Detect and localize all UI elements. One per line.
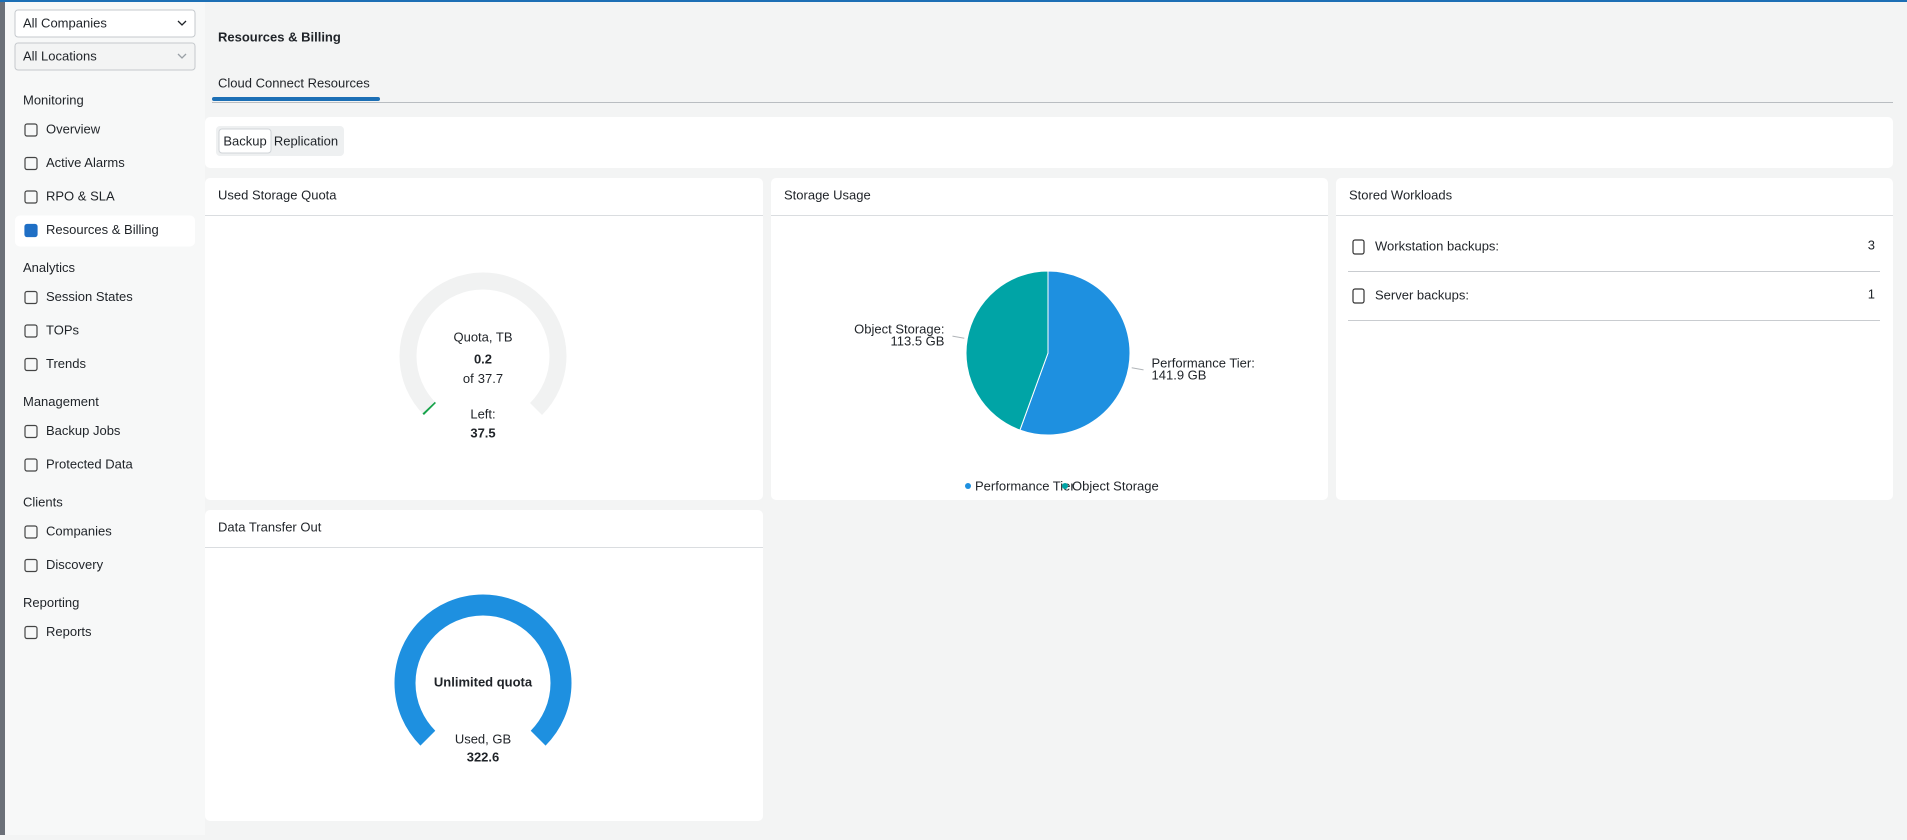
section-title: Clients <box>23 494 63 509</box>
pie-value-label: 113.5 GB <box>891 334 945 349</box>
card <box>1336 178 1893 500</box>
gauge-of-part: 37.7 <box>478 371 503 386</box>
legend-dot <box>1062 483 1068 489</box>
gauge-label: Unlimited quota <box>434 674 533 689</box>
nav-item[interactable]: Overview <box>46 121 101 136</box>
nav-icon <box>24 558 38 573</box>
gauge-left-label: Left: <box>470 406 495 421</box>
top-bar <box>0 0 1907 2</box>
row-icon <box>1352 239 1365 255</box>
row-label: Server backups: <box>1375 287 1469 302</box>
row-icon <box>1352 288 1365 304</box>
nav-icon <box>24 324 38 338</box>
active-item-bg <box>15 215 195 247</box>
section-title: Analytics <box>23 260 76 275</box>
gauge-ring <box>394 594 572 746</box>
pie-value-label: 141.9 GB <box>1152 367 1207 382</box>
card-title: Data Transfer Out <box>218 519 322 534</box>
section-title: Reporting <box>23 595 79 610</box>
row-value: 3 <box>1868 237 1875 252</box>
gauge-of: of 37.7 <box>463 371 503 386</box>
leader-line <box>1131 367 1144 371</box>
nav-item[interactable]: Active Alarms <box>46 155 125 170</box>
toolbar <box>205 117 1893 168</box>
nav-icon <box>24 424 38 439</box>
nav-icon <box>24 190 38 204</box>
nav-item[interactable]: Companies <box>46 523 112 538</box>
gauge-value <box>422 401 436 416</box>
tab-underline <box>212 97 380 101</box>
nav-item[interactable]: RPO & SLA <box>46 188 115 203</box>
sidebar <box>0 0 205 835</box>
toggle-option[interactable]: Backup <box>223 133 266 148</box>
nav-icon <box>24 458 38 472</box>
nav-item[interactable]: Protected Data <box>46 456 133 471</box>
window-edge <box>0 0 5 835</box>
tab[interactable]: Cloud Connect Resources <box>218 75 370 90</box>
select-text: All Locations <box>23 48 97 63</box>
select-text: All Companies <box>23 15 107 30</box>
nav-icon <box>24 525 38 539</box>
nav-item[interactable]: Resources & Billing <box>46 222 159 237</box>
leader-line <box>952 335 965 339</box>
pie-label: Performance Tier: <box>1152 355 1255 370</box>
nav-icon <box>24 123 38 137</box>
nav-icon <box>24 290 38 305</box>
pie-label: Object Storage: <box>854 322 944 337</box>
card-title: Stored Workloads <box>1349 187 1453 202</box>
card <box>205 510 763 821</box>
section-title: Management <box>23 394 99 409</box>
nav-item[interactable]: Trends <box>46 356 86 371</box>
legend-entry: Object Storage <box>1072 478 1159 493</box>
pie-slice <box>1019 270 1131 436</box>
gauge-of-part: of <box>463 371 474 386</box>
chevron <box>177 20 187 26</box>
gauge-value-text: 0.2 <box>474 351 492 366</box>
gauge-track <box>399 272 567 416</box>
row-value: 1 <box>1868 286 1875 301</box>
legend-entry: Performance Tier <box>975 478 1075 493</box>
nav-item[interactable]: Reports <box>46 624 92 639</box>
card <box>205 178 763 500</box>
toggle-active[interactable] <box>218 128 272 154</box>
nav-item[interactable]: Discovery <box>46 557 104 572</box>
nav-icon <box>24 156 38 171</box>
pie-slice <box>965 270 1049 431</box>
select[interactable] <box>14 42 196 71</box>
legend-dot <box>965 483 971 489</box>
nav-icon <box>24 223 38 238</box>
nav-item[interactable]: TOPs <box>46 322 79 337</box>
select[interactable] <box>14 9 196 38</box>
row-label: Workstation backups: <box>1375 238 1499 253</box>
nav-item[interactable]: Backup Jobs <box>46 423 121 438</box>
card-title: Used Storage Quota <box>218 187 337 202</box>
nav-item[interactable]: Session States <box>46 289 133 304</box>
page-title: Resources & Billing <box>218 29 341 44</box>
gauge-left: 37.5 <box>470 425 495 440</box>
nav-icon <box>24 357 38 372</box>
chevron <box>177 53 187 59</box>
gauge-value-title: Used, GB <box>455 731 511 746</box>
toggle-option[interactable]: Replication <box>274 133 338 148</box>
section-title: Monitoring <box>23 92 84 107</box>
gauge-value-text: 322.6 <box>467 749 500 764</box>
nav-icon <box>24 625 38 640</box>
card-title: Storage Usage <box>784 187 871 202</box>
gauge-label: Quota, TB <box>453 329 512 344</box>
